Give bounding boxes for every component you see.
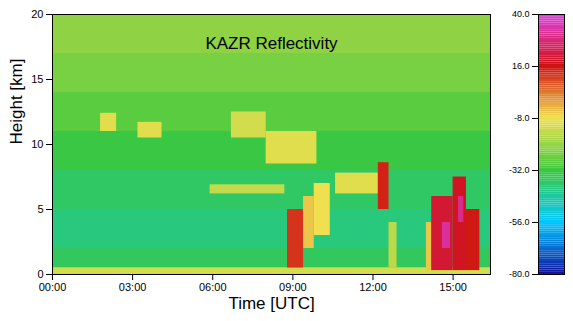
svg-text:00:00: 00:00 xyxy=(39,281,67,293)
svg-text:Time [UTC]: Time [UTC] xyxy=(228,294,314,313)
svg-text:KAZR Reflectivity: KAZR Reflectivity xyxy=(205,34,338,53)
svg-text:-80.0: -80.0 xyxy=(509,269,530,279)
svg-text:-8.0: -8.0 xyxy=(514,113,530,123)
svg-text:03:00: 03:00 xyxy=(119,281,147,293)
svg-text:5: 5 xyxy=(37,203,43,215)
svg-text:10: 10 xyxy=(31,138,43,150)
svg-text:16.0: 16.0 xyxy=(512,61,530,71)
svg-text:0: 0 xyxy=(37,268,43,280)
svg-text:20: 20 xyxy=(31,8,43,20)
svg-text:09:00: 09:00 xyxy=(279,281,307,293)
svg-text:15:00: 15:00 xyxy=(439,281,467,293)
svg-text:-32.0: -32.0 xyxy=(509,165,530,175)
svg-text:40.0: 40.0 xyxy=(512,9,530,19)
svg-text:-56.0: -56.0 xyxy=(509,217,530,227)
svg-text:06:00: 06:00 xyxy=(199,281,227,293)
svg-text:12:00: 12:00 xyxy=(359,281,387,293)
svg-text:15: 15 xyxy=(31,73,43,85)
svg-text:Height [km]: Height [km] xyxy=(7,59,26,145)
